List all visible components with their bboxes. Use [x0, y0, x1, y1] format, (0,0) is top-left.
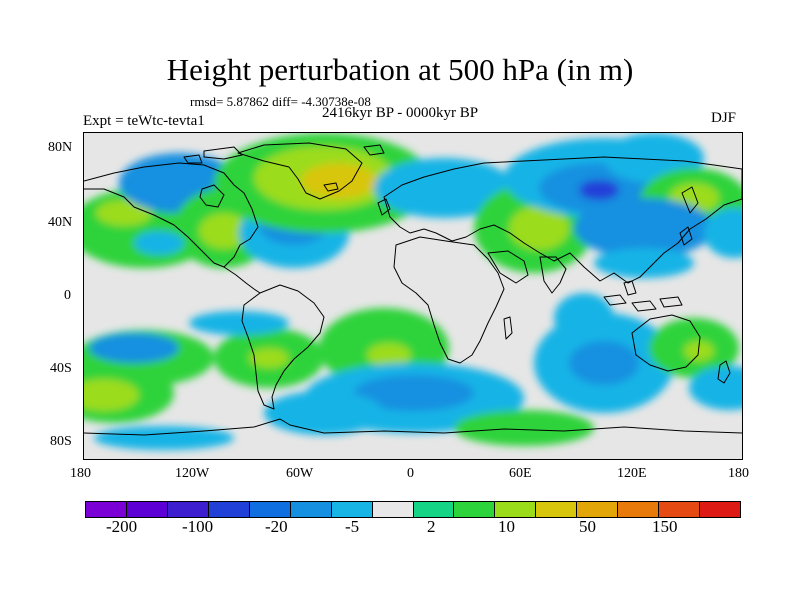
central-america-outline [223, 266, 261, 294]
colorbar-swatch [577, 502, 619, 517]
madagascar-outline [503, 316, 513, 340]
colorbar-swatch [208, 502, 250, 517]
lat-label-40n: 40N [48, 215, 73, 230]
arctic-islands-outline [183, 144, 385, 164]
height-perturbation-map [84, 133, 742, 459]
lon-label-60w: 60W [286, 466, 314, 481]
africa-outline [393, 236, 505, 364]
stats-text: rmsd= 5.87862 diff= -4.30738e-08 [190, 94, 371, 109]
lat-label-80n: 80N [48, 140, 73, 155]
period-label: 2416kyr BP - 0000kyr BP [322, 105, 479, 121]
new-zealand-outline [717, 360, 731, 384]
colorbar-label: 2 [427, 517, 436, 536]
japan-outline [679, 186, 699, 246]
australia-outline [631, 314, 701, 372]
colorbar-swatch [495, 502, 537, 517]
indonesia-outline [603, 280, 683, 312]
india-outline [539, 256, 567, 294]
greenland-outline [237, 142, 363, 200]
colorbar-label: -20 [265, 517, 288, 536]
chart-title: Height perturbation at 500 hPa (in m) [166, 52, 634, 87]
iceland-uk-outline [323, 182, 391, 216]
lat-label-0: 0 [64, 288, 71, 303]
antarctica-outline [84, 418, 742, 436]
colorbar-swatch [618, 502, 660, 517]
colorbar-swatch [372, 502, 414, 517]
coastlines [84, 142, 742, 436]
season-label: DJF [711, 110, 737, 126]
eurasia-outline [383, 156, 742, 284]
colorbar-swatch [86, 502, 127, 517]
colorbar-swatch [536, 502, 578, 517]
colorbar-swatch [249, 502, 291, 517]
colorbar-swatch [413, 502, 455, 517]
colorbar-label: 150 [652, 517, 678, 536]
colorbar-label: -100 [182, 517, 214, 536]
colorbar [85, 501, 741, 518]
lon-label-120e: 120E [617, 466, 647, 481]
colorbar-swatch [700, 502, 740, 517]
map-panel [83, 132, 743, 460]
hudson-bay-outline [199, 184, 225, 208]
colorbar-label: -5 [345, 517, 360, 536]
experiment-label: Expt = teWtc-tevta1 [83, 113, 205, 129]
colorbar-swatch [167, 502, 209, 517]
lon-label-60e: 60E [509, 466, 532, 481]
arabia-outline [487, 250, 529, 284]
colorbar-swatch [659, 502, 701, 517]
colorbar-swatch [126, 502, 168, 517]
contour-fills [84, 133, 742, 450]
lat-label-80s: 80S [50, 434, 72, 449]
north-america-outline [84, 162, 259, 268]
lon-label-0: 0 [407, 466, 414, 481]
colorbar-swatch [331, 502, 373, 517]
colorbar-swatch [290, 502, 332, 517]
colorbar-swatch [454, 502, 496, 517]
colorbar-label: 50 [579, 517, 596, 536]
colorbar-label: 10 [498, 517, 515, 536]
lon-label-180w: 180 [70, 466, 91, 481]
colorbar-label: -200 [106, 517, 138, 536]
lon-label-120w: 120W [175, 466, 210, 481]
lon-label-180e: 180 [728, 466, 749, 481]
lat-label-40s: 40S [50, 361, 72, 376]
south-america-outline [241, 284, 325, 410]
